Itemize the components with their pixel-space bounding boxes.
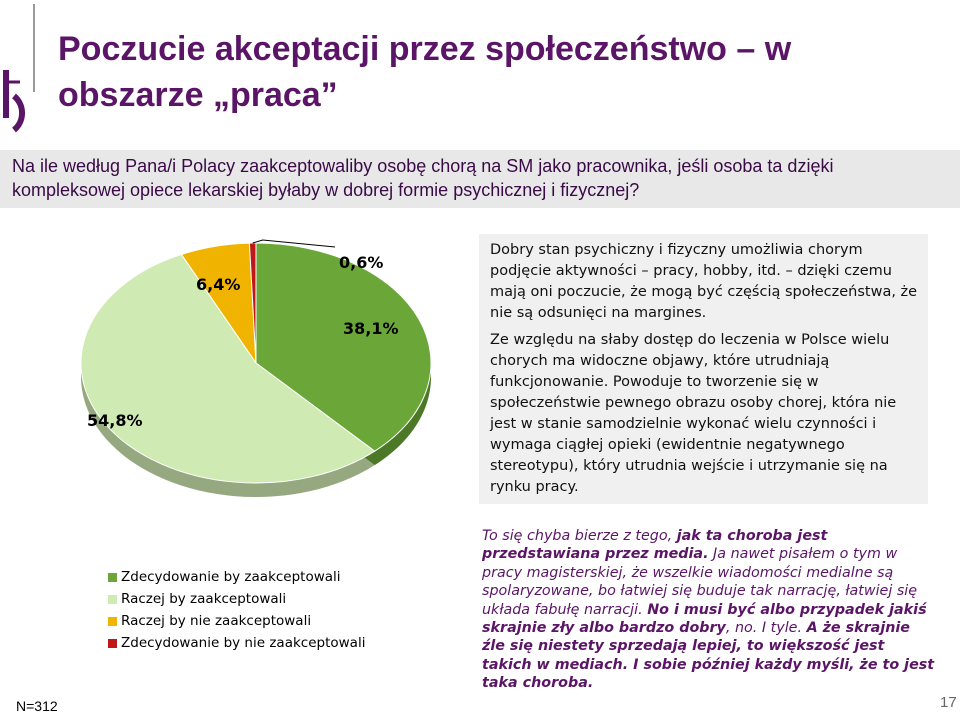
pie-slice-raczej-tak — [80, 253, 376, 484]
quote-part: To się chyba bierze z tego, — [482, 528, 677, 544]
pie-label-zdecydowanie-tak: 38,1% — [343, 319, 399, 338]
legend-label: Raczej by zaakceptowali — [121, 591, 287, 607]
quote-emphasis: No i musi być albo przypadek jakiś skraj… — [482, 601, 927, 637]
legend-item: Raczej by zaakceptowali — [108, 588, 365, 610]
legend-swatch — [108, 617, 117, 626]
brand-logo — [3, 4, 35, 133]
legend-item: Zdecydowanie by nie zaakceptowali — [108, 632, 365, 654]
pie-label-raczej-tak: 54,8% — [87, 411, 143, 430]
legend-label: Zdecydowanie by zaakceptowali — [121, 569, 341, 585]
page-title: Poczucie akceptacji przez społeczeństwo … — [58, 30, 792, 114]
legend-label: Zdecydowanie by nie zaakceptowali — [121, 635, 366, 651]
quote-emphasis: jak ta choroba jest przedstawiana przez … — [482, 528, 828, 563]
quote-emphasis: A że skrajnie źle się niestety sprzedają… — [482, 620, 935, 692]
legend-label: Raczej by nie zaakceptowali — [121, 613, 312, 629]
legend-swatch — [108, 573, 117, 582]
pie-leader-line — [252, 239, 336, 248]
page-number: 17 — [940, 694, 957, 711]
quote-part: Ja nawet pisałem o tym w pracy magisters… — [482, 546, 918, 618]
sample-size: N=312 — [16, 698, 58, 714]
pie-slice-zdecydowanie-tak — [255, 242, 432, 452]
chart-legend: Zdecydowanie by zaakceptowali Raczej by … — [108, 566, 365, 654]
pie-chart: 38,1% 54,8% 6,4% 0,6% — [80, 239, 432, 497]
legend-swatch — [108, 595, 117, 604]
survey-question: Na ile według Pana/i Polacy zaakceptowal… — [0, 150, 960, 208]
commentary-paragraph-2: Ze względu na słaby dostęp do leczenia w… — [490, 332, 897, 495]
pie-label-zdecydowanie-nie: 0,6% — [339, 253, 383, 272]
legend-item: Raczej by nie zaakceptowali — [108, 610, 365, 632]
legend-item: Zdecydowanie by zaakceptowali — [108, 566, 365, 588]
pie-label-raczej-nie: 6,4% — [196, 275, 240, 294]
respondent-quote: To się chyba bierze z tego, jak ta choro… — [482, 527, 937, 693]
commentary-paragraph-1: Dobry stan psychiczny i fizyczny umożliw… — [490, 242, 918, 321]
quote-part: , no. I tyle. — [725, 620, 807, 637]
legend-swatch — [108, 639, 117, 648]
commentary-box: Dobry stan psychiczny i fizyczny umożliw… — [479, 234, 928, 504]
